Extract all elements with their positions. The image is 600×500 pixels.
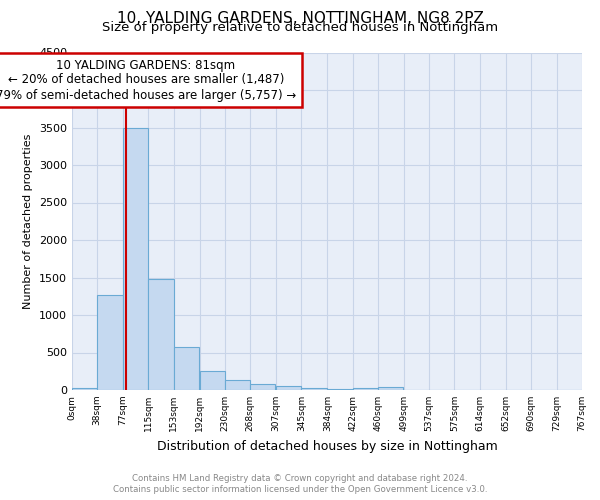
Bar xyxy=(174,346,199,390)
Bar xyxy=(328,388,353,390)
Bar xyxy=(276,386,301,390)
Bar xyxy=(97,294,122,390)
Bar xyxy=(301,388,326,390)
Bar xyxy=(353,388,378,390)
Text: Size of property relative to detached houses in Nottingham: Size of property relative to detached ho… xyxy=(102,22,498,35)
Bar xyxy=(250,384,275,390)
X-axis label: Distribution of detached houses by size in Nottingham: Distribution of detached houses by size … xyxy=(157,440,497,452)
Bar xyxy=(225,380,250,390)
Bar xyxy=(123,128,148,390)
Text: 10, YALDING GARDENS, NOTTINGHAM, NG8 2PZ: 10, YALDING GARDENS, NOTTINGHAM, NG8 2PZ xyxy=(116,11,484,26)
Bar xyxy=(148,279,174,390)
Bar xyxy=(200,371,225,390)
Y-axis label: Number of detached properties: Number of detached properties xyxy=(23,134,34,309)
Bar xyxy=(72,388,97,390)
Bar xyxy=(378,387,403,390)
Text: 10 YALDING GARDENS: 81sqm
← 20% of detached houses are smaller (1,487)
79% of se: 10 YALDING GARDENS: 81sqm ← 20% of detac… xyxy=(0,58,296,102)
Text: Contains HM Land Registry data © Crown copyright and database right 2024.
Contai: Contains HM Land Registry data © Crown c… xyxy=(113,474,487,494)
